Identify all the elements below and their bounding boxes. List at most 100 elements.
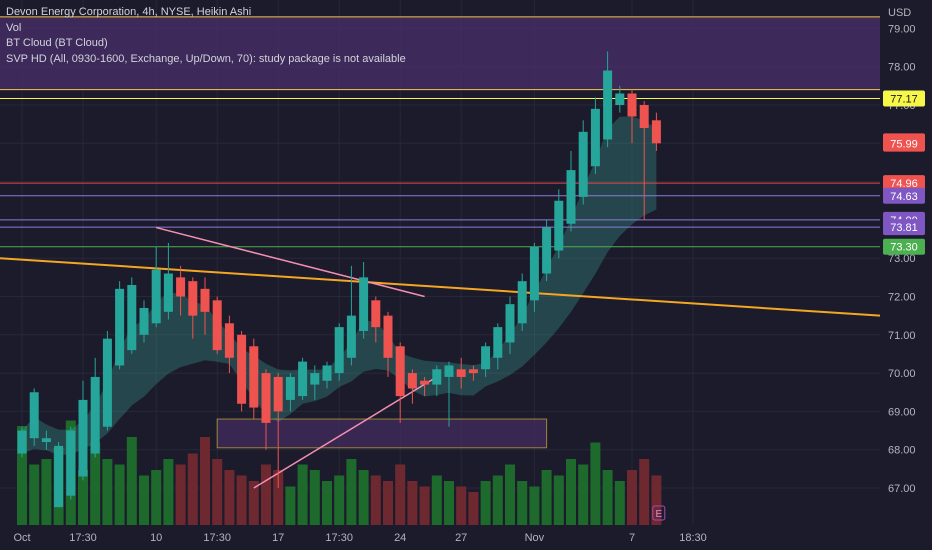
candle-body[interactable] [468, 369, 478, 374]
candle-body[interactable] [371, 300, 381, 328]
candle-body[interactable] [566, 170, 576, 224]
time-tick-label: 24 [394, 532, 406, 544]
indicator-volume[interactable]: Vol [6, 21, 22, 34]
candle-body[interactable] [78, 399, 88, 477]
trend-line[interactable] [0, 257, 881, 317]
cloud-band [22, 116, 657, 455]
candle-body[interactable] [29, 392, 39, 439]
volume-bar [212, 459, 223, 525]
candle-body[interactable] [639, 105, 649, 128]
candle-body[interactable] [542, 227, 552, 274]
volume-bar [614, 481, 625, 525]
time-tick-label: Oct [13, 532, 30, 544]
candle-body[interactable] [505, 304, 515, 343]
price-label-box [883, 238, 925, 255]
candle-body[interactable] [151, 269, 161, 324]
candle-body[interactable] [420, 380, 430, 385]
candle-body[interactable] [249, 346, 259, 408]
time-tick-label: 7 [629, 532, 635, 544]
candle-body[interactable] [603, 70, 613, 140]
volume-bar [383, 481, 393, 525]
volume-bar [358, 470, 369, 525]
volume-bar [224, 470, 235, 525]
price-tick-label: 69.00 [888, 406, 916, 418]
candle-body[interactable] [237, 334, 247, 404]
triangle-lower-line[interactable] [253, 376, 438, 489]
indicator-bt-cloud[interactable]: BT Cloud (BT Cloud) [6, 37, 108, 49]
candle-body[interactable] [383, 315, 393, 358]
candle-body[interactable] [322, 365, 332, 381]
horizontal-levels[interactable] [0, 16, 880, 248]
candle-body[interactable] [578, 131, 588, 197]
candle-body[interactable] [54, 445, 64, 508]
candle-body[interactable] [615, 93, 625, 105]
resistance-zone [0, 16, 880, 90]
candle-body[interactable] [456, 369, 466, 377]
symbol-title[interactable]: Devon Energy Corporation, 4h, NYSE, Heik… [6, 6, 252, 18]
candle-body[interactable] [432, 369, 442, 385]
candle-body[interactable] [41, 438, 51, 443]
candles[interactable] [17, 51, 661, 508]
candle-body[interactable] [359, 277, 369, 331]
time-tick-label: 18:30 [679, 532, 707, 544]
candle-body[interactable] [273, 376, 283, 412]
indicator-svp-hd[interactable]: SVP HD (All, 0930-1600, Exchange, Up/Dow… [6, 52, 406, 65]
time-axis[interactable]: Oct 17:30 10 17:30 17 17:30 24 27 Nov 7 18:30 [0, 525, 932, 550]
triangle-upper-line[interactable] [156, 226, 425, 298]
volume-bar [273, 470, 284, 525]
events[interactable]: E [652, 505, 666, 521]
candle-body[interactable] [163, 273, 173, 312]
candle-body[interactable] [188, 281, 198, 316]
candle-body[interactable] [627, 93, 637, 117]
price-tick-label: 72.00 [888, 292, 916, 304]
candle-body[interactable] [285, 376, 295, 400]
volume-bar [590, 442, 601, 525]
volume-bar [346, 459, 357, 525]
volume-bar [395, 464, 406, 525]
volume-bar [90, 442, 101, 525]
candle-body[interactable] [517, 281, 527, 324]
candle-body[interactable] [481, 346, 491, 370]
volume-bar [431, 475, 442, 525]
candle-body[interactable] [395, 346, 405, 397]
candle-body[interactable] [200, 288, 210, 312]
candle-body[interactable] [346, 315, 356, 358]
candle-body[interactable] [310, 373, 320, 385]
candle-body[interactable] [298, 361, 308, 397]
candle-body[interactable] [261, 373, 271, 423]
candle-body[interactable] [102, 338, 112, 427]
candle-body[interactable] [529, 246, 539, 301]
candle-body[interactable] [90, 376, 100, 454]
price-tick-label: 78.00 [888, 62, 916, 74]
candle-body[interactable] [115, 288, 125, 366]
volume-bar [419, 486, 430, 525]
price-axis[interactable]: USD 67.00 68.00 69.00 70.00 71.00 72.00 73.00 74… [880, 0, 932, 550]
candle-body[interactable] [66, 430, 76, 496]
volume-bar [370, 475, 381, 525]
trendline-drawings[interactable] [0, 226, 881, 489]
candle-body[interactable] [176, 277, 186, 297]
volume-bar [407, 481, 418, 525]
candle-body[interactable] [224, 323, 234, 358]
candle-body[interactable] [651, 120, 661, 144]
candle-body[interactable] [127, 285, 137, 351]
price-tick-label: 70.00 [888, 368, 916, 380]
earnings-event-marker[interactable] [652, 505, 666, 521]
candle-body[interactable] [590, 108, 600, 167]
currency-label: USD [888, 7, 911, 19]
candle-body[interactable] [554, 200, 564, 251]
volume-bar [334, 475, 345, 525]
price-label-box [883, 219, 925, 236]
price-label-box [883, 90, 925, 107]
volume-bar [639, 459, 650, 525]
price-label-box [883, 135, 925, 152]
candle-body[interactable] [407, 373, 417, 389]
candle-body[interactable] [139, 307, 149, 335]
candle-body[interactable] [212, 300, 222, 351]
candle-body[interactable] [17, 430, 27, 454]
candle-body[interactable] [444, 365, 454, 377]
candle-body[interactable] [334, 327, 344, 374]
candle-body[interactable] [493, 327, 503, 358]
